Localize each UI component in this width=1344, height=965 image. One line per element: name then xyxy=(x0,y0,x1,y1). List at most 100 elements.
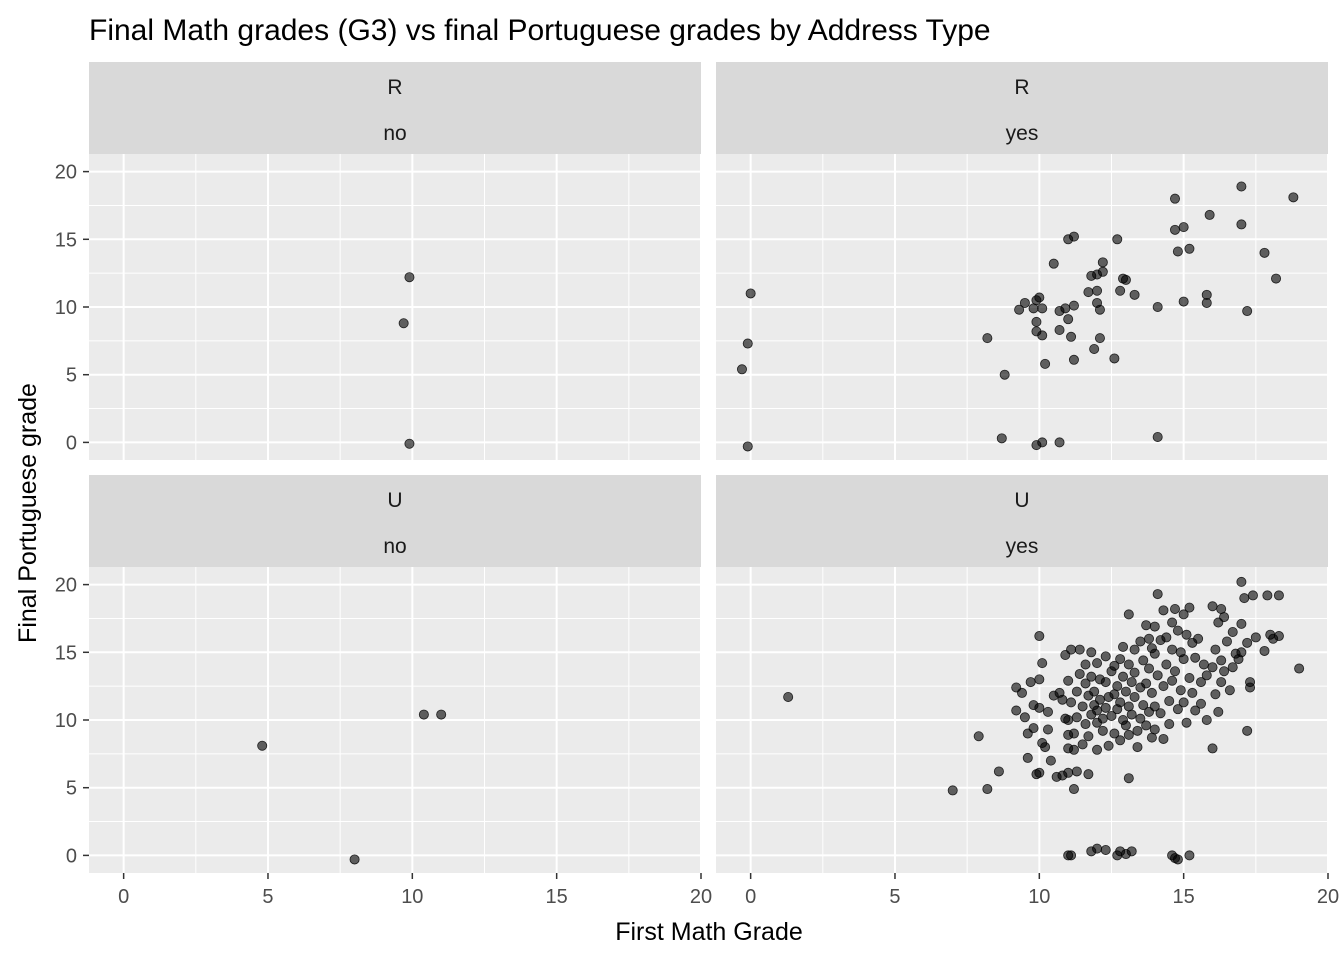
data-point xyxy=(1178,654,1189,665)
data-point xyxy=(1207,743,1218,754)
facet-row-label: R xyxy=(1014,76,1029,99)
data-point xyxy=(1219,666,1230,677)
data-point xyxy=(745,288,756,299)
data-point xyxy=(1097,266,1108,277)
data-point xyxy=(1083,731,1094,742)
data-point xyxy=(1094,694,1105,705)
data-point xyxy=(982,333,993,344)
data-point xyxy=(1097,257,1108,268)
data-point xyxy=(1294,663,1305,674)
data-point xyxy=(1149,621,1160,632)
y-tick-label: 5 xyxy=(66,778,77,800)
data-point xyxy=(1210,644,1221,655)
data-point xyxy=(1092,658,1103,669)
facet-panel-R-no: Rno 0 5 10 15 20 xyxy=(55,62,702,460)
data-point xyxy=(1132,742,1143,753)
data-point xyxy=(1216,677,1227,688)
data-point xyxy=(1129,644,1140,655)
data-point xyxy=(982,784,993,795)
data-point xyxy=(1227,626,1238,637)
data-point xyxy=(1181,717,1192,728)
data-point xyxy=(1109,353,1120,364)
y-tick-label: 20 xyxy=(55,575,77,597)
facet-col-label: no xyxy=(383,122,406,145)
data-point xyxy=(1144,633,1155,644)
data-point xyxy=(1135,713,1146,724)
data-point xyxy=(1068,354,1079,365)
data-point xyxy=(1152,670,1163,681)
data-point xyxy=(1123,659,1134,670)
data-point xyxy=(1077,739,1088,750)
data-point xyxy=(1074,668,1085,679)
y-tick-label: 0 xyxy=(66,845,77,867)
data-point xyxy=(1178,697,1189,708)
data-point xyxy=(1019,297,1030,308)
data-point xyxy=(1120,274,1131,285)
data-point xyxy=(1242,637,1253,648)
data-point xyxy=(1063,675,1074,686)
data-point xyxy=(1031,295,1042,306)
data-point xyxy=(1109,728,1120,739)
data-point xyxy=(1152,431,1163,442)
data-point xyxy=(1126,677,1137,688)
data-point xyxy=(1118,671,1129,682)
data-point xyxy=(1184,673,1195,684)
data-point xyxy=(999,369,1010,380)
data-point xyxy=(993,766,1004,777)
data-point xyxy=(1068,728,1079,739)
data-point xyxy=(1219,612,1230,623)
data-point xyxy=(1190,652,1201,663)
data-point xyxy=(1210,689,1221,700)
data-point xyxy=(947,785,958,796)
data-point xyxy=(1097,713,1108,724)
data-point xyxy=(1190,705,1201,716)
data-point xyxy=(1129,289,1140,300)
data-point xyxy=(418,709,429,720)
data-point xyxy=(973,731,984,742)
data-point xyxy=(1115,285,1126,296)
data-point xyxy=(742,441,753,452)
data-point xyxy=(1034,631,1045,642)
data-point xyxy=(1106,710,1117,721)
data-point xyxy=(1201,670,1212,681)
data-point xyxy=(1155,708,1166,719)
data-point xyxy=(1149,648,1160,659)
data-point xyxy=(404,272,415,283)
data-point xyxy=(1184,602,1195,613)
data-point xyxy=(1068,784,1079,795)
data-point xyxy=(1184,850,1195,861)
data-point xyxy=(1071,686,1082,697)
data-point xyxy=(1086,671,1097,682)
data-point xyxy=(1123,609,1134,620)
data-point xyxy=(1247,590,1258,601)
data-point xyxy=(1239,593,1250,604)
data-point xyxy=(1100,677,1111,688)
data-point xyxy=(1028,723,1039,734)
data-point xyxy=(1135,636,1146,647)
data-point xyxy=(1048,258,1059,269)
data-point xyxy=(1040,358,1051,369)
data-point xyxy=(1170,666,1181,677)
data-point xyxy=(1037,303,1048,314)
y-tick-label: 10 xyxy=(55,710,77,732)
x-tick-label: 0 xyxy=(745,886,756,908)
data-point xyxy=(1149,701,1160,712)
facet-row-label: R xyxy=(387,76,402,99)
data-point xyxy=(1242,306,1253,317)
data-point xyxy=(1068,744,1079,755)
facet-row-label: U xyxy=(1014,489,1029,512)
data-point xyxy=(1250,632,1261,643)
data-point xyxy=(1273,631,1284,642)
data-point xyxy=(1126,846,1137,857)
data-point xyxy=(1242,725,1253,736)
x-tick-label: 5 xyxy=(262,886,273,908)
data-point xyxy=(996,433,1007,444)
data-point xyxy=(1149,724,1160,735)
data-point xyxy=(1066,697,1077,708)
data-point xyxy=(1158,605,1169,616)
data-point xyxy=(1077,701,1088,712)
data-point xyxy=(783,691,794,702)
data-point xyxy=(1123,773,1134,784)
data-point xyxy=(1103,740,1114,751)
